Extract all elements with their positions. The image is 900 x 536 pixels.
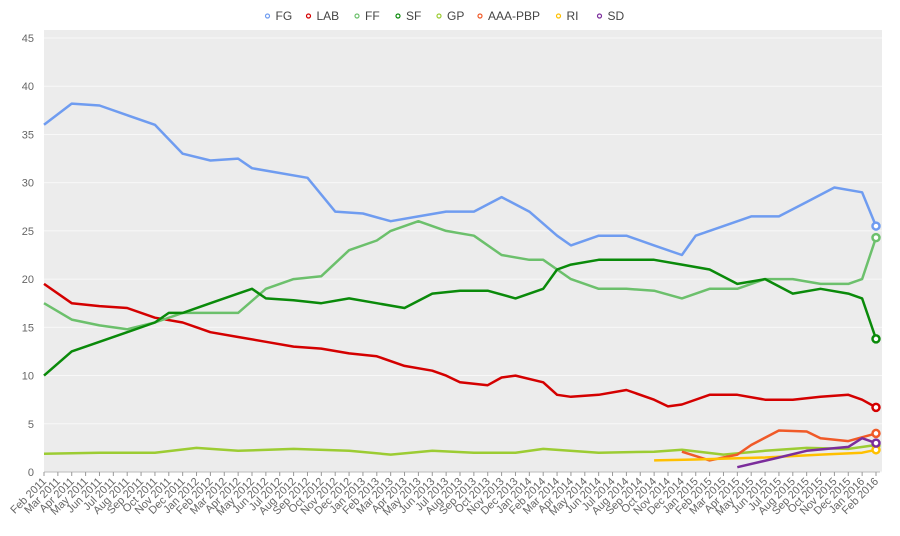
- y-tick-label: 25: [22, 226, 34, 238]
- y-tick-label: 5: [28, 419, 34, 431]
- legend-marker-aaa-pbp: [477, 13, 483, 19]
- legend-label-gp: GP: [447, 9, 464, 23]
- legend-marker-gp: [436, 13, 442, 19]
- legend-label-ri: RI: [567, 9, 579, 23]
- y-tick-label: 10: [22, 371, 34, 383]
- series-endpoint-lab: [871, 402, 881, 413]
- y-tick-label: 0: [28, 467, 34, 479]
- y-tick-label: 15: [22, 322, 34, 334]
- series-endpoint-fg: [871, 221, 881, 231]
- legend-marker-ri: [555, 13, 562, 19]
- series-line-lab: [43, 282, 877, 409]
- legend-label-sd: SD: [608, 9, 625, 23]
- y-tick-label: 40: [22, 81, 34, 93]
- y-tick-label: 30: [22, 178, 34, 190]
- series-line-ri: [654, 448, 877, 462]
- legend-label-aaa-pbp: AAA-PBP: [488, 9, 540, 23]
- series-line-ff: [43, 219, 878, 331]
- legend-label-ff: FF: [365, 9, 380, 23]
- plot-area: [44, 30, 882, 472]
- legend-marker-ff: [354, 13, 360, 19]
- series-endpoint-sd: [871, 438, 881, 448]
- legend-label-lab: LAB: [317, 9, 340, 23]
- series-line-gp: [43, 443, 877, 456]
- series-endpoint-ff: [871, 232, 881, 243]
- legend-marker-lab: [305, 13, 312, 19]
- series-endpoint-sf: [871, 334, 881, 344]
- legend-label-sf: SF: [406, 9, 421, 23]
- y-tick-label: 35: [22, 129, 34, 141]
- series-endpoint-aaa-pbp: [871, 428, 881, 439]
- legend-marker-fg: [264, 13, 271, 19]
- series-line-fg: [43, 102, 878, 257]
- y-tick-label: 20: [22, 274, 34, 286]
- legend-marker-sf: [395, 13, 401, 19]
- series-line-sf: [43, 258, 878, 377]
- legend-label-fg: FG: [276, 9, 293, 23]
- series-line-sd: [737, 436, 877, 469]
- y-tick-label: 45: [22, 33, 34, 45]
- legend-marker-sd: [596, 13, 603, 19]
